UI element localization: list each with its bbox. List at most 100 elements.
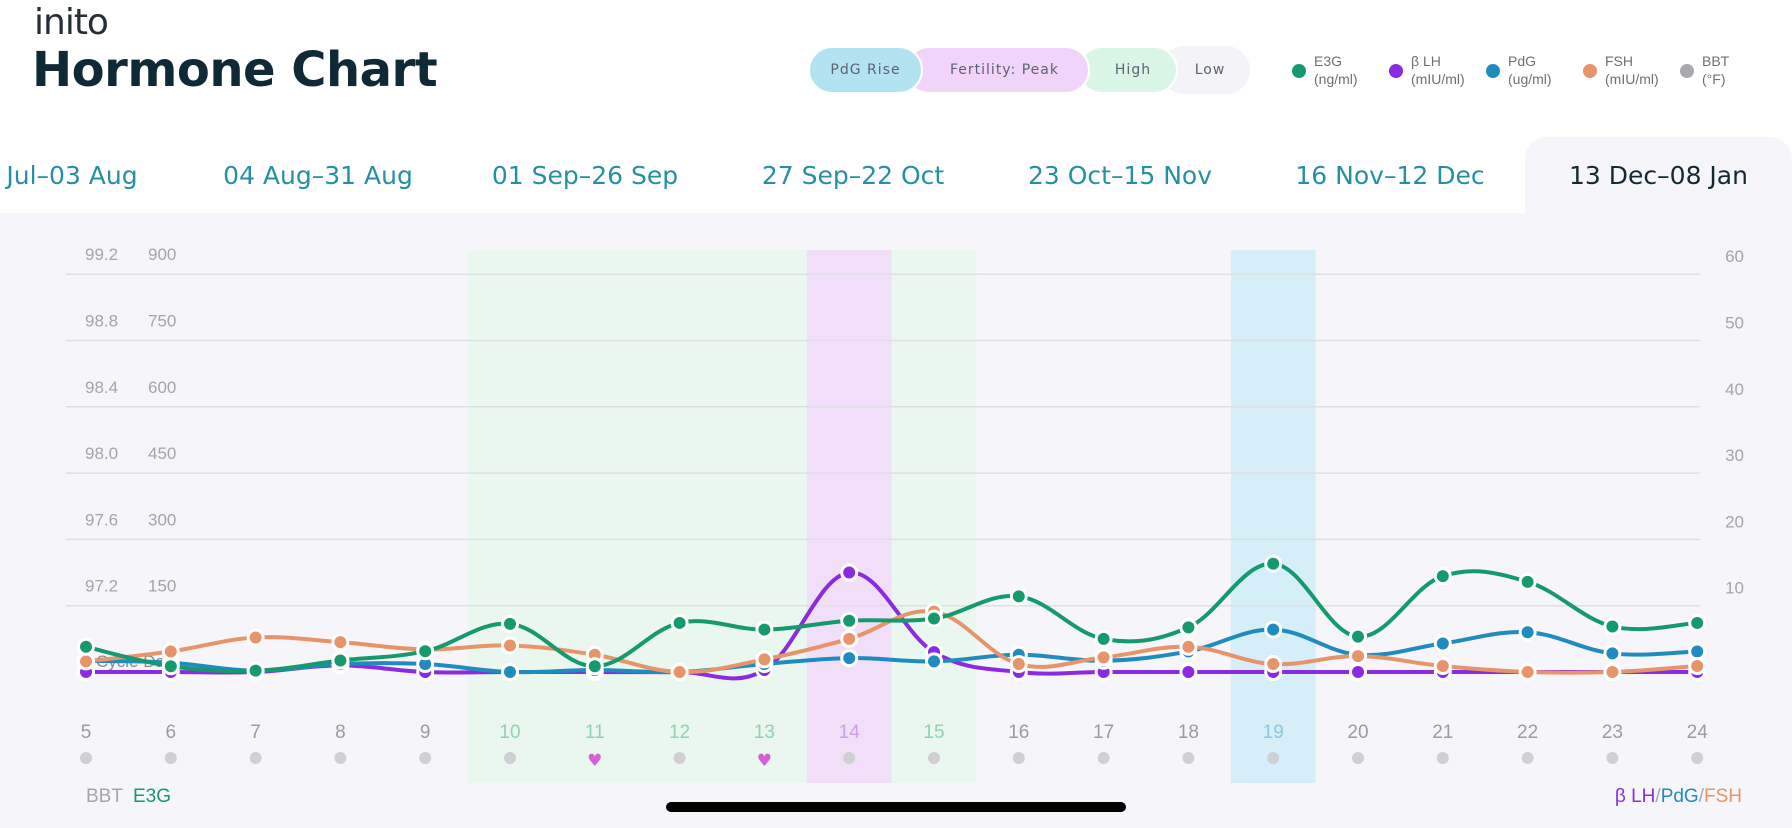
data-point-fsh	[77, 652, 95, 671]
tab-date-range[interactable]: 13 Dec–08 Jan	[1525, 137, 1792, 213]
legend-text: E3G (ng/ml)	[1314, 52, 1358, 88]
bbt-dot-icon	[928, 752, 940, 764]
data-point-pdg	[501, 663, 519, 681]
bbt-dot-icon	[80, 752, 92, 764]
bbt-dot-icon	[1267, 752, 1280, 764]
data-point-e3g	[1179, 618, 1198, 637]
legend-dot-icon	[1583, 64, 1597, 78]
cycle-day-label: 19	[1263, 722, 1284, 743]
tab-date-range[interactable]: 23 Oct–15 Nov	[1027, 160, 1213, 190]
data-point-fsh	[1179, 637, 1198, 656]
data-point-e3g	[1518, 572, 1537, 591]
data-point-e3g	[416, 642, 435, 661]
phase-label: High	[1114, 62, 1152, 78]
cycle-day-label: 10	[499, 722, 520, 743]
data-point-e3g	[670, 613, 689, 632]
cycle-day-label: 12	[669, 722, 690, 743]
data-point-fsh	[1433, 657, 1452, 676]
cycle-day-label: 22	[1517, 722, 1538, 743]
right-axis-legend: β LH/PdG/FSH	[1615, 786, 1742, 807]
bbt-tick-label: 98.4	[85, 378, 118, 397]
pdg-rise-band	[1230, 250, 1316, 783]
data-point-e3g	[755, 620, 774, 639]
legend-text: BBT (°F)	[1702, 52, 1729, 88]
tab-date-range[interactable]: 01 Sep–26 Sep	[491, 160, 679, 190]
e3g-tick-label: 750	[148, 312, 176, 331]
bbt-dot-icon	[419, 752, 432, 764]
data-point-e3g	[1349, 627, 1367, 646]
data-point-e3g	[840, 611, 859, 630]
phase-legend-peak: Fertility: Peak	[905, 46, 1090, 94]
right-tick-label: 30	[1725, 446, 1744, 465]
bbt-dot-icon	[843, 752, 856, 764]
legend-unit: (°F)	[1702, 71, 1726, 87]
cycle-day-label: 11	[585, 722, 605, 743]
phase-legend-high: High	[1078, 46, 1178, 94]
high-fertility-band	[637, 250, 722, 783]
data-point-e3g	[925, 609, 943, 628]
data-point-lh	[1179, 663, 1198, 681]
cycle-day-label: 18	[1178, 722, 1199, 743]
hormone-chart[interactable]: 97.2 150 10 97.6 300 20 98.0 450 30 98.4 600 40 98.8…	[0, 213, 1792, 828]
cycle-day-label: 17	[1093, 722, 1114, 743]
legend-name: PdG	[1508, 53, 1537, 69]
legend-unit: (mIU/ml)	[1605, 71, 1659, 87]
data-point-fsh	[755, 650, 774, 669]
cycle-day-label: 23	[1602, 722, 1623, 743]
legend-name: β LH	[1411, 53, 1441, 69]
home-indicator[interactable]	[666, 802, 1126, 812]
chart-svg: 97.2 150 10 97.6 300 20 98.0 450 30 98.4 600 40 98.8…	[66, 245, 1744, 807]
cycle-day-label: 6	[166, 722, 177, 743]
left-axis-legend: BBT E3G	[86, 786, 171, 807]
e3g-tick-label: 450	[148, 444, 176, 463]
pdg-axis-label: PdG	[1661, 786, 1699, 807]
e3g-tick-label: 900	[148, 245, 176, 264]
tab-date-range[interactable]: Jul–03 Aug	[6, 160, 138, 190]
data-point-fsh	[1094, 648, 1113, 667]
legend-name: E3G	[1314, 53, 1343, 69]
legend-item-lh: β LH (mIU/ml)	[1389, 52, 1465, 88]
right-tick-label: 10	[1725, 579, 1744, 598]
e3g-tick-label: 600	[148, 378, 176, 397]
data-point-fsh	[331, 633, 350, 652]
bbt-tick-label: 97.6	[85, 510, 118, 529]
cycle-day-label: 24	[1687, 722, 1709, 743]
data-point-fsh	[501, 636, 519, 655]
bbt-dot-icon	[1012, 752, 1025, 764]
cycle-day-label: 8	[335, 722, 346, 743]
bbt-dot-icon	[1521, 752, 1534, 764]
high-fertility-band	[891, 250, 977, 783]
tab-date-range[interactable]: 04 Aug–31 Aug	[223, 160, 413, 190]
legend-item-fsh: FSH (mIU/ml)	[1583, 52, 1659, 88]
legend-item-pdg: PdG (ug/ml)	[1486, 52, 1552, 88]
legend-text: PdG (ug/ml)	[1508, 52, 1552, 88]
cycle-day-label: 15	[923, 722, 944, 743]
data-point-fsh	[1688, 657, 1707, 676]
tab-date-range[interactable]: 27 Sep–22 Oct	[761, 160, 945, 190]
legend-item-e3g: E3G (ng/ml)	[1292, 52, 1358, 88]
data-point-lh	[1349, 663, 1367, 681]
bbt-dot-icon	[164, 752, 177, 764]
e3g-axis-label: E3G	[133, 786, 171, 807]
bbt-dot-icon	[1691, 752, 1704, 764]
lh-axis-label: β LH	[1615, 786, 1656, 807]
data-point-e3g	[161, 657, 180, 676]
data-point-e3g	[1433, 567, 1452, 586]
data-point-e3g	[1688, 613, 1707, 632]
bbt-dot-icon	[504, 752, 516, 764]
page-title: Hormone Chart	[32, 42, 438, 98]
legend-item-bbt: BBT (°F)	[1680, 52, 1729, 88]
e3g-tick-label: 300	[148, 510, 176, 529]
phase-label: PdG Rise	[830, 62, 901, 78]
tab-date-range[interactable]: 16 Nov–12 Dec	[1295, 160, 1485, 190]
bbt-axis-label: BBT	[86, 786, 123, 807]
right-tick-label: 50	[1725, 314, 1744, 333]
legend-dot-icon	[1486, 64, 1500, 78]
bbt-dot-icon	[1606, 752, 1619, 764]
bbt-dot-icon	[249, 752, 262, 764]
legend-dot-icon	[1389, 64, 1403, 78]
bbt-tick-label: 99.2	[85, 245, 118, 264]
legend-unit: (ug/ml)	[1508, 71, 1552, 87]
data-point-e3g	[1009, 587, 1028, 606]
high-fertility-band	[722, 250, 807, 783]
